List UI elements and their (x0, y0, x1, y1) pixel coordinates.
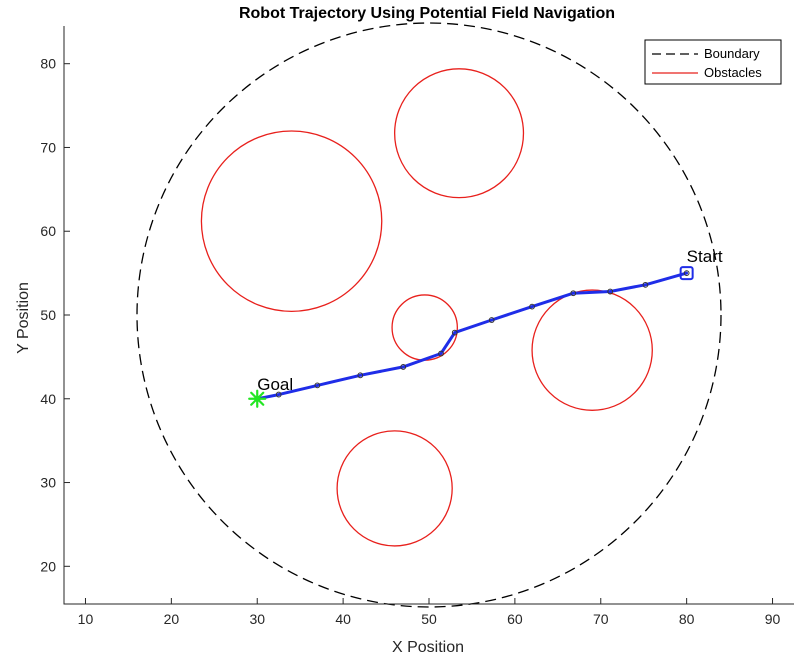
trajectory-layer: Start Goal (248, 247, 723, 408)
x-tick-label: 70 (593, 611, 609, 627)
obstacle-circle-4 (531, 289, 653, 411)
chart-title: Robot Trajectory Using Potential Field N… (239, 5, 615, 22)
trajectory-point (529, 303, 535, 310)
y-tick-label: 80 (40, 56, 56, 72)
obstacle-circle-1 (200, 130, 383, 313)
x-tick-label: 20 (164, 611, 180, 627)
obstacle-circle-3 (391, 294, 458, 361)
x-tick-label: 90 (765, 611, 781, 627)
x-tick-label: 50 (421, 611, 437, 627)
obstacle-circle-5 (336, 430, 453, 547)
goal-label: Goal (257, 375, 293, 394)
start-marker (679, 266, 694, 281)
legend-obstacles-label: Obstacles (704, 65, 762, 80)
start-label: Start (687, 247, 723, 266)
trajectory-point (683, 270, 690, 277)
trajectory-point (488, 317, 495, 323)
goal-marker (248, 389, 267, 408)
legend-boundary-label: Boundary (704, 46, 760, 61)
x-tick-label: 60 (507, 611, 523, 627)
trajectory-point (451, 329, 458, 336)
x-tick-label: 80 (679, 611, 695, 627)
y-tick-label: 70 (40, 139, 56, 155)
y-tick-label: 60 (40, 223, 56, 239)
trajectory-point (642, 281, 649, 288)
axes: 10 20 30 40 50 60 70 80 90 20 30 40 50 60 70 80 (40, 26, 794, 627)
y-tick-label: 50 (40, 307, 56, 323)
trajectory-point (275, 391, 282, 398)
trajectory-line (255, 271, 689, 401)
legend: Boundary Obstacles (644, 39, 782, 85)
y-axis-label: Y Position (15, 282, 32, 354)
trajectory-point (314, 382, 321, 389)
obstacles-layer (200, 68, 653, 547)
obstacle-circle-2 (393, 68, 525, 199)
legend-box (644, 39, 782, 85)
y-tick-label: 20 (40, 558, 56, 574)
trajectory-point (438, 350, 444, 357)
trajectory-point (607, 288, 614, 295)
x-tick-label: 30 (249, 611, 265, 627)
x-axis-label: X Position (392, 639, 464, 656)
trajectory-point (357, 372, 364, 379)
x-tick-label: 10 (78, 611, 94, 627)
trajectory-point (400, 364, 407, 370)
y-tick-label: 30 (40, 475, 56, 491)
boundary-circle (136, 22, 722, 608)
trajectory-point (570, 290, 577, 297)
y-tick-label: 40 (40, 391, 56, 407)
x-tick-label: 40 (335, 611, 351, 627)
